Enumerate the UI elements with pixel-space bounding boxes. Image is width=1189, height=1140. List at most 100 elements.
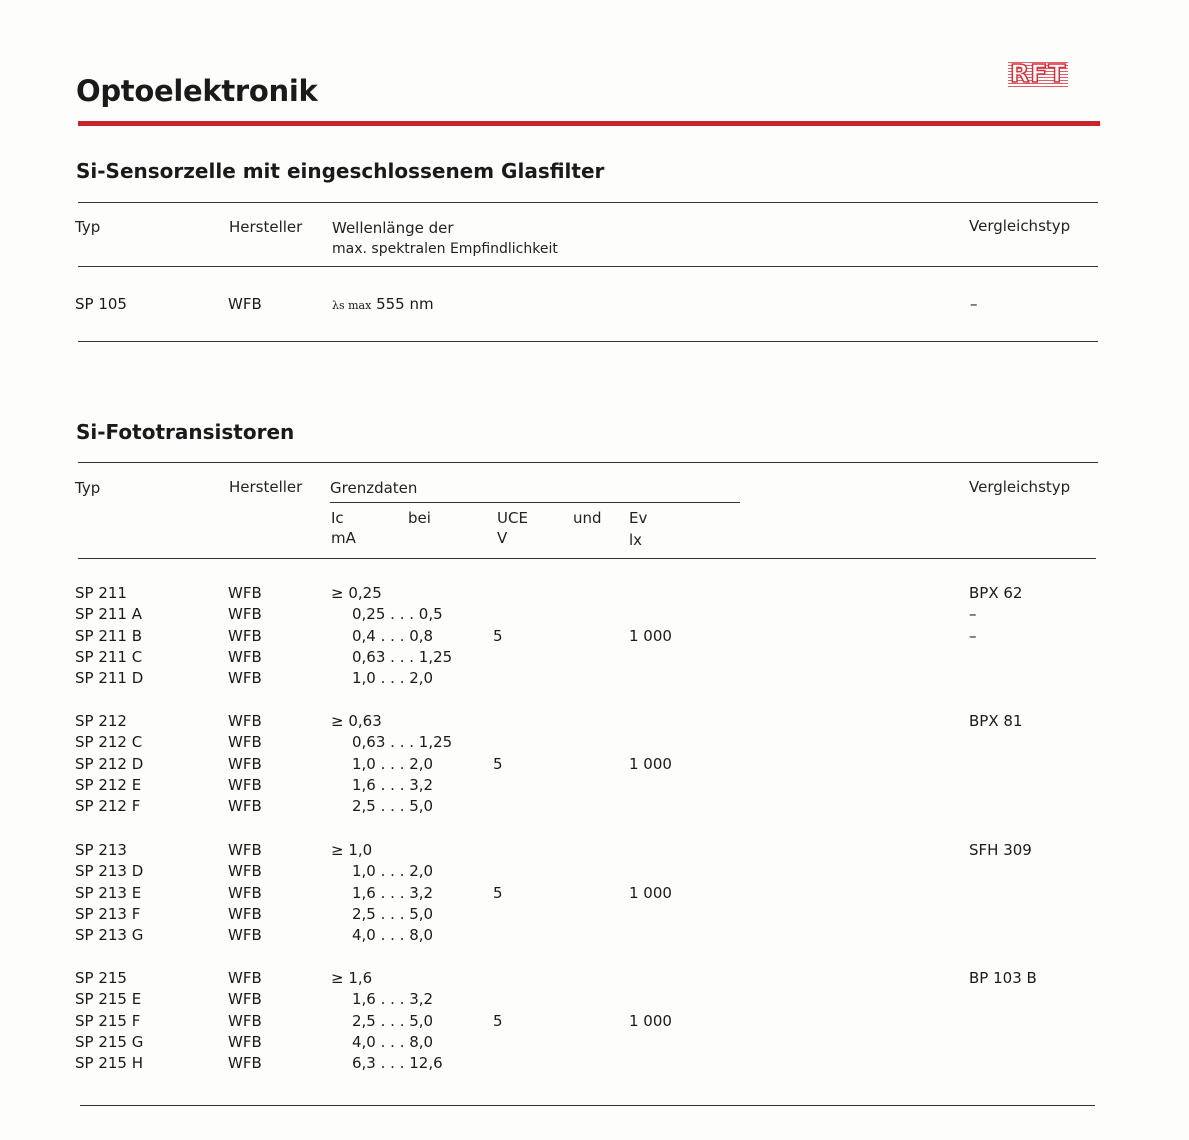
header-ev: Ev: [629, 509, 648, 527]
cell-hersteller: WFB: [228, 883, 262, 902]
cell-typ: SP 212 D: [75, 754, 144, 773]
rft-logo: RFT: [1008, 59, 1069, 88]
section-title-fototransistoren: Si-Fototransistoren: [76, 420, 295, 444]
cell-ic: 1,6 . . . 3,2: [352, 775, 434, 794]
cell-hersteller: WFB: [228, 926, 262, 945]
cell-ic: 0,25 . . . 0,5: [352, 605, 443, 624]
cell-vergleichstyp: –: [969, 626, 977, 645]
cell-ev: 1 000: [629, 754, 672, 773]
header-ic: Ic: [331, 509, 344, 527]
cell-ic: 1,6 . . . 3,2: [352, 990, 434, 1009]
grenzdaten-divider: [330, 502, 740, 503]
cell-typ: SP 213 G: [75, 926, 144, 945]
cell-hersteller: WFB: [228, 295, 262, 313]
cell-ev: 1 000: [629, 626, 672, 645]
cell-uce: 5: [493, 626, 503, 645]
cell-hersteller: WFB: [228, 669, 262, 688]
cell-ic: 0,63 . . . 1,25: [352, 647, 453, 666]
cell-hersteller: WFB: [228, 584, 262, 602]
cell-hersteller: WFB: [228, 990, 262, 1009]
cell-hersteller: WFB: [228, 775, 262, 794]
cell-wellenlaenge: 555 nm: [376, 295, 434, 313]
header-hersteller: Hersteller: [229, 478, 303, 496]
cell-ic: 2,5 . . . 5,0: [352, 1011, 434, 1030]
divider: [78, 266, 1098, 267]
cell-hersteller: WFB: [228, 733, 262, 752]
cell-vergleichstyp: SFH 309: [969, 841, 1032, 859]
cell-typ: SP 211 B: [75, 626, 143, 645]
cell-ic: 2,5 . . . 5,0: [352, 904, 434, 923]
cell-vergleichstyp: BPX 62: [969, 584, 1023, 602]
cell-typ: SP 212 F: [75, 797, 141, 816]
cell-ic: 4,0 . . . 8,0: [352, 926, 434, 945]
header-typ: Typ: [75, 218, 101, 236]
header-ic-unit: mA: [331, 529, 356, 547]
divider: [78, 558, 1096, 559]
cell-hersteller: WFB: [228, 754, 262, 773]
header-hersteller: Hersteller: [229, 218, 303, 236]
header-wellenlaenge: Wellenlänge der: [332, 219, 454, 237]
cell-typ: SP 213: [75, 841, 127, 859]
header-uce-unit: V: [497, 529, 508, 547]
cell-hersteller: WFB: [228, 1054, 262, 1073]
header-grenzdaten: Grenzdaten: [330, 479, 418, 497]
cell-uce: 5: [493, 754, 503, 773]
cell-hersteller: WFB: [228, 1011, 262, 1030]
header-vergleichstyp: Vergleichstyp: [969, 217, 1071, 235]
header-vergleichstyp: Vergleichstyp: [969, 478, 1071, 496]
header-und: und: [573, 509, 602, 527]
cell-ic: 2,5 . . . 5,0: [352, 797, 434, 816]
cell-typ: SP 213 D: [75, 862, 144, 881]
cell-ic: 4,0 . . . 8,0: [352, 1032, 434, 1051]
cell-ic: 0,63 . . . 1,25: [352, 733, 453, 752]
cell-typ: SP 211: [75, 584, 127, 602]
cell-typ: SP 211 D: [75, 669, 144, 688]
cell-hersteller: WFB: [228, 904, 262, 923]
cell-hersteller: WFB: [228, 605, 262, 624]
cell-ic: 6,3 . . . 12,6: [352, 1054, 443, 1073]
header-wellenlaenge-2: max. spektralen Empfindlichkeit: [332, 241, 558, 257]
cell-hersteller: WFB: [228, 647, 262, 666]
cell-vergleichstyp: –: [970, 295, 978, 313]
cell-typ: SP 212 E: [75, 775, 142, 794]
divider: [78, 202, 1098, 203]
cell-typ: SP 215 H: [75, 1054, 144, 1073]
cell-typ: SP 211 A: [75, 605, 142, 624]
header-typ: Typ: [75, 479, 101, 497]
cell-ic: ≥ 0,25: [331, 584, 382, 602]
divider: [78, 341, 1098, 342]
section-title-sensorzelle: Si-Sensorzelle mit eingeschlossenem Glas…: [76, 159, 605, 183]
divider: [78, 462, 1098, 463]
cell-ic: ≥ 0,63: [331, 712, 382, 730]
cell-typ: SP 215 F: [75, 1011, 141, 1030]
cell-hersteller: WFB: [228, 1032, 262, 1051]
cell-typ: SP 215: [75, 969, 127, 987]
header-bei: bei: [408, 509, 431, 527]
cell-hersteller: WFB: [228, 712, 262, 730]
cell-typ: SP 212: [75, 712, 127, 730]
cell-uce: 5: [493, 1011, 503, 1030]
cell-vergleichstyp: BPX 81: [969, 712, 1023, 730]
cell-ev: 1 000: [629, 1011, 672, 1030]
divider: [80, 1105, 1095, 1106]
cell-typ: SP 213 E: [75, 883, 142, 902]
cell-hersteller: WFB: [228, 626, 262, 645]
cell-vergleichstyp: BP 103 B: [969, 969, 1037, 987]
cell-ic: 1,0 . . . 2,0: [352, 669, 434, 688]
lambda-symbol: λs max: [332, 299, 372, 312]
cell-hersteller: WFB: [228, 797, 262, 816]
header-uce: UCE: [497, 509, 528, 527]
red-divider: [78, 121, 1100, 126]
cell-uce: 5: [493, 883, 503, 902]
cell-typ: SP 211 C: [75, 647, 143, 666]
cell-ev: 1 000: [629, 883, 672, 902]
cell-hersteller: WFB: [228, 841, 262, 859]
page-title: Optoelektronik: [76, 74, 318, 108]
cell-ic: 0,4 . . . 0,8: [352, 626, 434, 645]
cell-ic: 1,0 . . . 2,0: [352, 754, 434, 773]
cell-ic: 1,0 . . . 2,0: [352, 862, 434, 881]
header-ev-unit: lx: [629, 531, 643, 549]
cell-hersteller: WFB: [228, 862, 262, 881]
cell-ic: 1,6 . . . 3,2: [352, 883, 434, 902]
cell-typ: SP 105: [75, 295, 127, 313]
